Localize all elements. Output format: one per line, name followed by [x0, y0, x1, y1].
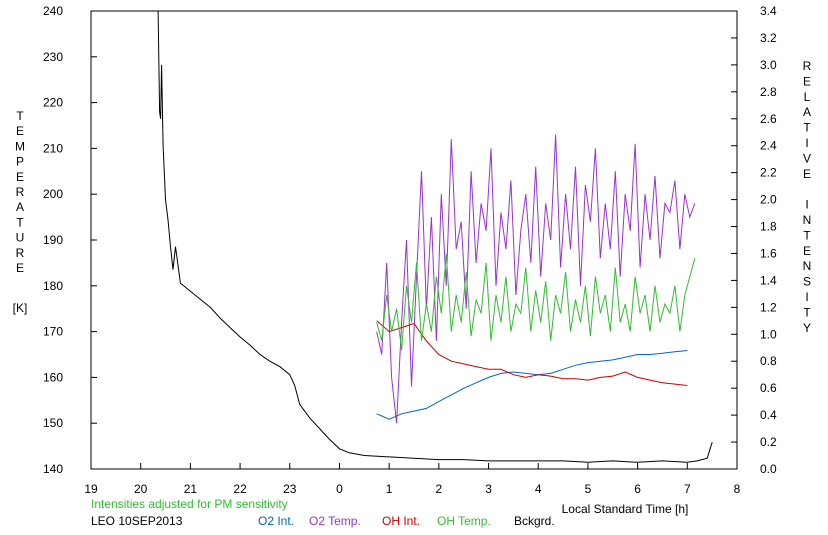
left-axis-letter: E [16, 261, 24, 275]
left-tick-label: 140 [43, 462, 63, 476]
series-o2-temp-line [376, 134, 696, 424]
right-axis-letter: S [803, 275, 811, 289]
left-tick-label: 220 [43, 96, 63, 110]
left-axis-letter: T [16, 215, 24, 229]
right-tick-label: 2.6 [760, 112, 777, 126]
right-axis-letter: Y [803, 321, 811, 335]
right-axis-letter: E [803, 74, 811, 88]
right-tick-label: 2.0 [760, 193, 777, 207]
left-axis-letter: M [15, 139, 25, 153]
left-tick-label: 180 [43, 279, 63, 293]
right-axis-letter: E [803, 167, 811, 181]
legend-entry: O2 Temp. [309, 514, 361, 528]
sensitivity-note: Intensities adjusted for PM sensitivity [91, 497, 288, 511]
left-tick-label: 190 [43, 233, 63, 247]
right-tick-label: 3.2 [760, 31, 777, 45]
series-oh-temp-line [376, 253, 696, 350]
right-axis-letter: I [805, 136, 808, 150]
x-tick-label: 1 [386, 482, 393, 496]
right-tick-label: 1.0 [760, 327, 777, 341]
right-axis-letter: E [803, 244, 811, 258]
x-tick-label: 19 [84, 482, 98, 496]
left-tick-label: 150 [43, 416, 63, 430]
right-axis-letter: I [805, 290, 808, 304]
right-axis-letter: T [803, 228, 811, 242]
x-tick-label: 21 [184, 482, 198, 496]
series-bckgrd-line [157, 11, 713, 463]
x-tick-label: 20 [134, 482, 148, 496]
right-axis-letter: N [803, 259, 812, 273]
right-tick-label: 2.4 [760, 139, 777, 153]
left-axis-letter: U [16, 231, 25, 245]
x-tick-label: 8 [734, 482, 741, 496]
right-axis-letter: L [804, 90, 811, 104]
right-axis-letter: V [803, 151, 811, 165]
x-tick-label: 0 [336, 482, 343, 496]
right-tick-label: 1.4 [760, 273, 777, 287]
right-tick-label: 1.8 [760, 220, 777, 234]
series-o2-int-line [376, 350, 688, 420]
x-tick-label: 7 [684, 482, 691, 496]
left-tick-label: 200 [43, 187, 63, 201]
plot-frame [90, 10, 738, 470]
x-tick-label: 4 [535, 482, 542, 496]
right-axis-letter: A [803, 105, 811, 119]
x-tick-label: 2 [436, 482, 443, 496]
left-tick-label: 210 [43, 141, 63, 155]
x-tick-label: 5 [585, 482, 592, 496]
left-axis-letter: R [16, 246, 25, 260]
left-axis-letter: E [16, 170, 24, 184]
left-axis-letter: R [16, 185, 25, 199]
station-date-caption: LEO 10SEP2013 [91, 514, 183, 528]
left-axis-letter: E [16, 124, 24, 138]
right-tick-label: 0.6 [760, 381, 777, 395]
right-tick-label: 1.2 [760, 300, 777, 314]
left-axis-unit: [K] [13, 301, 28, 315]
x-axis-title: Local Standard Time [h] [562, 502, 689, 516]
right-tick-label: 1.6 [760, 246, 777, 260]
legend-entry: OH Temp. [437, 514, 491, 528]
left-tick-label: 240 [43, 4, 63, 18]
right-tick-label: 3.4 [760, 4, 777, 18]
right-tick-label: 0.2 [760, 435, 777, 449]
right-tick-label: 0.4 [760, 408, 777, 422]
right-axis-letter: N [803, 213, 812, 227]
right-tick-label: 3.0 [760, 58, 777, 72]
x-tick-label: 3 [485, 482, 492, 496]
left-tick-label: 160 [43, 370, 63, 384]
x-tick-label: 23 [283, 482, 297, 496]
right-axis-letter: R [803, 59, 812, 73]
right-tick-label: 0.0 [760, 462, 777, 476]
right-tick-label: 2.2 [760, 166, 777, 180]
right-tick-label: 2.8 [760, 85, 777, 99]
left-tick-label: 230 [43, 50, 63, 64]
left-axis-letter: A [16, 200, 24, 214]
legend-entry: OH Int. [382, 514, 420, 528]
x-tick-label: 6 [634, 482, 641, 496]
legend-entry: O2 Int. [258, 514, 294, 528]
legend-entry: Bckgrd. [514, 514, 555, 528]
series-oh-int-line [376, 320, 688, 386]
left-tick-label: 170 [43, 325, 63, 339]
left-axis-letter: P [16, 155, 24, 169]
right-axis-letter: T [803, 121, 811, 135]
right-axis-letter: I [805, 198, 808, 212]
right-axis-letter: T [803, 305, 811, 319]
left-axis-letter: T [16, 109, 24, 123]
x-tick-label: 22 [233, 482, 247, 496]
right-tick-label: 0.8 [760, 354, 777, 368]
